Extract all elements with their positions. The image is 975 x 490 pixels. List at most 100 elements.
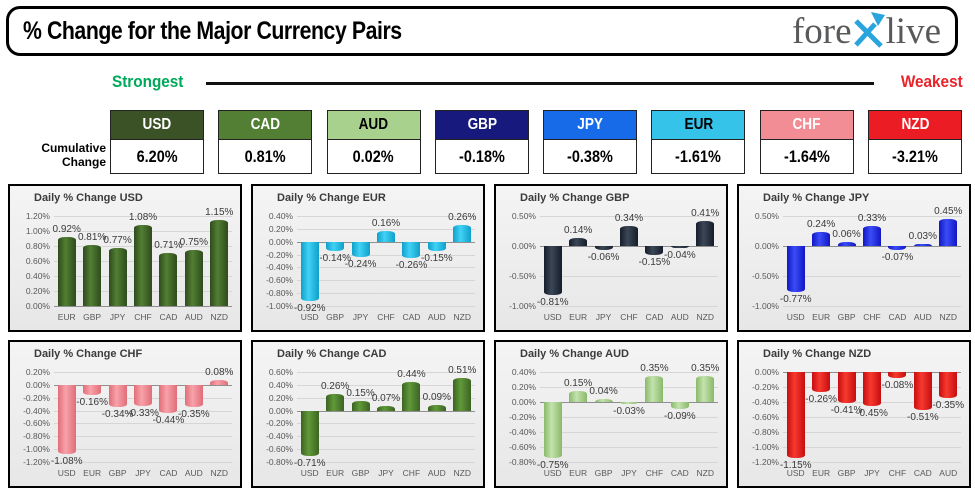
- x-axis-category-label: JPY: [135, 468, 151, 478]
- cumulative-value-chf: -1.64%: [759, 139, 854, 174]
- bar-chf-jpy: [134, 384, 152, 407]
- gridline: [297, 436, 475, 438]
- bar-gbp-jpy: [594, 246, 613, 250]
- cumulative-value-label: 0.02%: [353, 146, 395, 166]
- y-axis-tick-label: 0.00%: [25, 379, 50, 390]
- gridline: [54, 449, 232, 451]
- y-axis-tick-label: 1.00%: [25, 226, 50, 236]
- bar-cad-gbp: [351, 400, 370, 411]
- x-axis-category-label: CHF: [888, 468, 907, 478]
- data-label-chf-aud: -0.35%: [178, 409, 210, 421]
- bar-usd-chf: [134, 225, 152, 306]
- bar-aud-usd: [543, 402, 562, 459]
- bar-cad-nzd: [453, 377, 472, 411]
- page-title: % Change for the Major Currency Pairs: [23, 16, 402, 45]
- gridline: [540, 276, 718, 277]
- y-axis-tick-label: 0.00%: [754, 367, 779, 377]
- gridline: [540, 417, 718, 418]
- bar-chf-usd: [57, 384, 76, 455]
- y-axis-tick-label: 0.40%: [268, 379, 293, 390]
- y-axis-tick-label: -0.20%: [23, 392, 50, 403]
- x-axis-category-label: NZD: [696, 312, 715, 322]
- bar-jpy-cad: [888, 246, 907, 251]
- data-label-nzd-aud: -0.35%: [932, 400, 965, 412]
- gridline: [297, 267, 475, 269]
- data-label-aud-nzd: 0.35%: [691, 362, 720, 374]
- cumulative-value-jpy: -0.38%: [543, 139, 638, 174]
- chart-title-chf: Daily % Change CHF: [34, 348, 143, 360]
- gridline: [783, 216, 961, 217]
- bar-jpy-gbp: [837, 242, 856, 246]
- y-axis-tick-label: 0.20%: [268, 223, 293, 234]
- currency-code-label: CAD: [250, 116, 281, 133]
- bar-gbp-aud: [670, 246, 689, 249]
- data-label-chf-cad: -0.44%: [152, 415, 185, 427]
- bar-nzd-usd: [786, 372, 805, 459]
- currency-code-label: CHF: [792, 116, 821, 133]
- gridline: [540, 246, 718, 247]
- bar-usd-nzd: [210, 219, 229, 306]
- bar-gbp-eur: [569, 237, 588, 246]
- cumulative-value-gbp: -0.18%: [434, 139, 529, 174]
- data-label-usd-chf: 1.08%: [128, 212, 158, 223]
- y-axis-tick-label: 0.20%: [25, 367, 50, 377]
- x-axis-category-label: CHF: [134, 312, 152, 322]
- gridline: [297, 293, 475, 295]
- currency-code-jpy: JPY: [543, 110, 638, 140]
- y-axis-tick-label: -0.80%: [266, 457, 293, 467]
- y-axis-tick-label: -0.50%: [752, 271, 779, 281]
- gridline: [297, 372, 475, 373]
- y-axis-tick-label: 0.00%: [268, 236, 293, 247]
- bar-cad-eur: [326, 393, 345, 411]
- chart-jpy: Daily % Change JPY 0.50% 0.00% -0.50% -1.00%…: [737, 184, 971, 332]
- bar-eur-nzd: [453, 225, 472, 242]
- chart-nzd: Daily % Change NZD 0.00% -0.20% -0.40% -0.60…: [737, 340, 971, 488]
- gridline: [297, 216, 475, 217]
- y-axis-tick-label: 0.00%: [754, 241, 779, 251]
- bar-aud-cad: [670, 402, 689, 409]
- y-axis-tick-label: -1.20%: [752, 457, 779, 467]
- x-axis-category-label: AUD: [184, 468, 203, 478]
- logo-text-fore: fore: [791, 10, 852, 52]
- gridline: [783, 306, 961, 307]
- x-axis-category-label: AUD: [427, 312, 446, 322]
- x-axis-category-label: JPY: [352, 312, 369, 322]
- cumulative-value-label: -0.18%: [458, 146, 505, 166]
- x-axis-category-label: CAD: [402, 312, 421, 322]
- x-axis-category-label: USD: [543, 312, 562, 322]
- data-label-jpy-aud: 0.03%: [908, 231, 938, 243]
- bar-aud-nzd: [696, 375, 715, 402]
- currency-code-cad: CAD: [218, 110, 313, 140]
- data-label-aud-chf: 0.35%: [640, 362, 669, 374]
- gridline: [540, 387, 718, 388]
- data-label-usd-eur: 0.92%: [52, 224, 81, 235]
- data-label-usd-cad: 0.71%: [154, 239, 183, 251]
- x-axis-category-label: CHF: [863, 312, 881, 322]
- bar-gbp-chf: [620, 225, 638, 246]
- x-axis-category-label: NZD: [210, 468, 229, 478]
- data-label-aud-eur: 0.15%: [563, 377, 593, 389]
- data-label-chf-jpy: -0.33%: [127, 408, 159, 420]
- chart-cad: Daily % Change CAD 0.60% 0.40% 0.20% 0.00% -0…: [251, 340, 485, 488]
- bar-nzd-chf: [888, 372, 907, 378]
- x-axis-category-label: EUR: [326, 468, 345, 478]
- data-label-eur-cad: -0.26%: [395, 260, 428, 272]
- cumulative-box-eur: EUR -1.61%: [651, 110, 746, 174]
- cumulative-value-label: -0.38%: [567, 146, 614, 166]
- gridline: [297, 423, 475, 425]
- x-axis-category-label: GBP: [326, 312, 345, 322]
- gridline: [540, 447, 718, 448]
- y-axis-tick-label: 0.00%: [25, 301, 50, 311]
- data-label-cad-aud: 0.09%: [422, 391, 452, 403]
- data-label-chf-nzd: 0.08%: [205, 366, 234, 378]
- gridline: [297, 410, 475, 412]
- data-label-jpy-cad: -0.07%: [881, 252, 914, 264]
- data-label-cad-usd: -0.71%: [293, 458, 326, 470]
- strongest-label: Strongest: [112, 72, 184, 91]
- bar-nzd-eur: [812, 372, 831, 392]
- bar-nzd-jpy: [863, 372, 881, 406]
- chart-title-cad: Daily % Change CAD: [277, 348, 387, 360]
- data-label-nzd-gbp: -0.41%: [830, 404, 863, 416]
- gridline: [54, 216, 232, 217]
- gridline: [540, 462, 718, 463]
